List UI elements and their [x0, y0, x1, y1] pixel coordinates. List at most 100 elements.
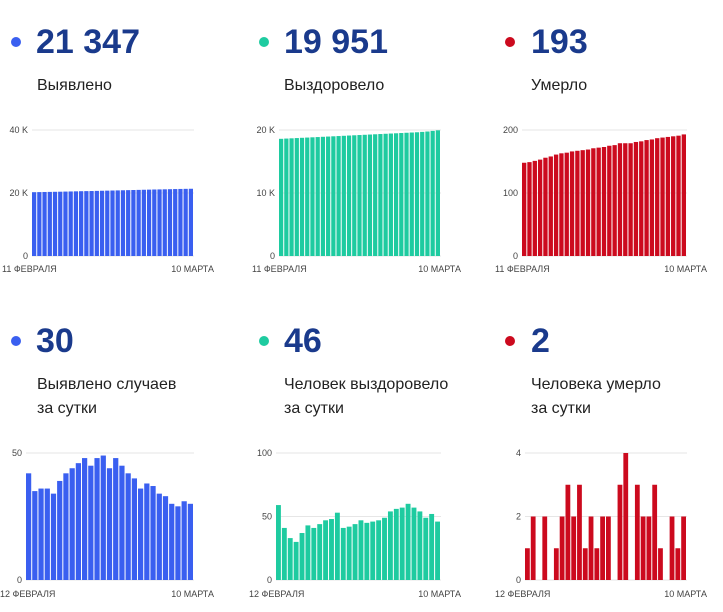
bar: [612, 145, 617, 256]
bar: [99, 190, 105, 256]
bullet-dot: [259, 336, 269, 346]
y-tick-label: 0: [23, 251, 28, 261]
bar: [582, 548, 588, 580]
y-tick-label: 50: [12, 448, 22, 458]
bar: [404, 132, 409, 256]
bar: [658, 548, 663, 580]
stat-label: Умерло: [531, 77, 588, 94]
bar: [607, 145, 612, 256]
bar: [585, 149, 591, 256]
bar: [591, 148, 596, 256]
bar: [305, 137, 310, 256]
bar: [42, 191, 47, 256]
bar: [633, 141, 639, 256]
y-tick-label: 100: [257, 448, 272, 458]
bar: [152, 189, 157, 256]
stat-label-line1: Человек выздоровело: [284, 376, 449, 393]
bar: [162, 496, 169, 580]
bar: [47, 191, 52, 256]
stat-value: 193: [531, 23, 588, 61]
bar: [634, 484, 640, 580]
bar: [294, 138, 299, 256]
bar: [364, 522, 370, 580]
bar: [580, 150, 585, 256]
x-label-end: 10 МАРТА: [171, 264, 214, 274]
bar: [169, 503, 175, 580]
bar: [293, 541, 299, 580]
bar: [569, 151, 575, 256]
bar: [571, 516, 577, 580]
bar: [383, 133, 388, 256]
bar: [655, 138, 660, 256]
bar: [414, 132, 420, 256]
bar: [44, 488, 50, 580]
bar: [387, 511, 393, 580]
bar: [144, 483, 150, 580]
bar: [681, 516, 686, 580]
bar: [299, 533, 305, 580]
y-tick-label: 20 K: [9, 188, 28, 198]
bar: [676, 135, 681, 256]
bar: [284, 138, 289, 256]
bar: [411, 507, 417, 580]
bar: [669, 516, 675, 580]
y-tick-label: 200: [503, 125, 518, 135]
bar: [357, 135, 362, 256]
bar: [388, 133, 393, 256]
bar: [75, 463, 81, 580]
bar: [187, 503, 193, 580]
bar: [188, 188, 193, 256]
bar: [26, 473, 32, 580]
stat-label-line1: Выявлено случаев: [37, 376, 177, 393]
bar: [105, 190, 110, 256]
bar: [119, 465, 125, 580]
bar: [287, 538, 293, 580]
bar: [126, 190, 131, 256]
x-label-start: 11 ФЕВРАЛЯ: [2, 264, 57, 274]
bar: [594, 548, 600, 580]
bar: [38, 488, 44, 580]
bar: [435, 130, 440, 256]
bar: [279, 138, 284, 256]
bar: [399, 133, 404, 256]
bar: [646, 516, 652, 580]
bar: [89, 191, 94, 256]
bar: [57, 480, 63, 580]
bar: [543, 157, 548, 256]
bar: [537, 159, 543, 256]
bar: [530, 516, 536, 580]
x-label-start: 12 ФЕВРАЛЯ: [495, 589, 550, 599]
bar: [32, 192, 37, 256]
x-label-end: 10 МАРТА: [418, 589, 461, 599]
y-tick-label: 40 K: [9, 125, 28, 135]
bar: [311, 527, 317, 580]
bar: [559, 516, 565, 580]
bar: [675, 548, 681, 580]
stat-value: 2: [531, 322, 550, 360]
bar: [376, 520, 382, 580]
bar: [346, 526, 352, 580]
bar: [542, 516, 548, 580]
bar: [639, 141, 644, 256]
bar: [429, 513, 435, 580]
y-tick-label: 0: [513, 251, 518, 261]
bar: [681, 134, 686, 256]
bar: [167, 189, 173, 256]
bar: [623, 453, 629, 580]
stat-label-line2: за сутки: [37, 400, 97, 417]
bar: [315, 137, 320, 256]
bullet-dot: [11, 37, 21, 47]
bar: [125, 473, 131, 580]
bar: [358, 520, 364, 580]
x-label-end: 10 МАРТА: [664, 589, 707, 599]
bar: [430, 130, 435, 256]
bar: [370, 521, 376, 580]
bar: [553, 154, 559, 256]
bar: [146, 189, 152, 256]
bar: [640, 516, 646, 580]
bar: [671, 136, 676, 256]
